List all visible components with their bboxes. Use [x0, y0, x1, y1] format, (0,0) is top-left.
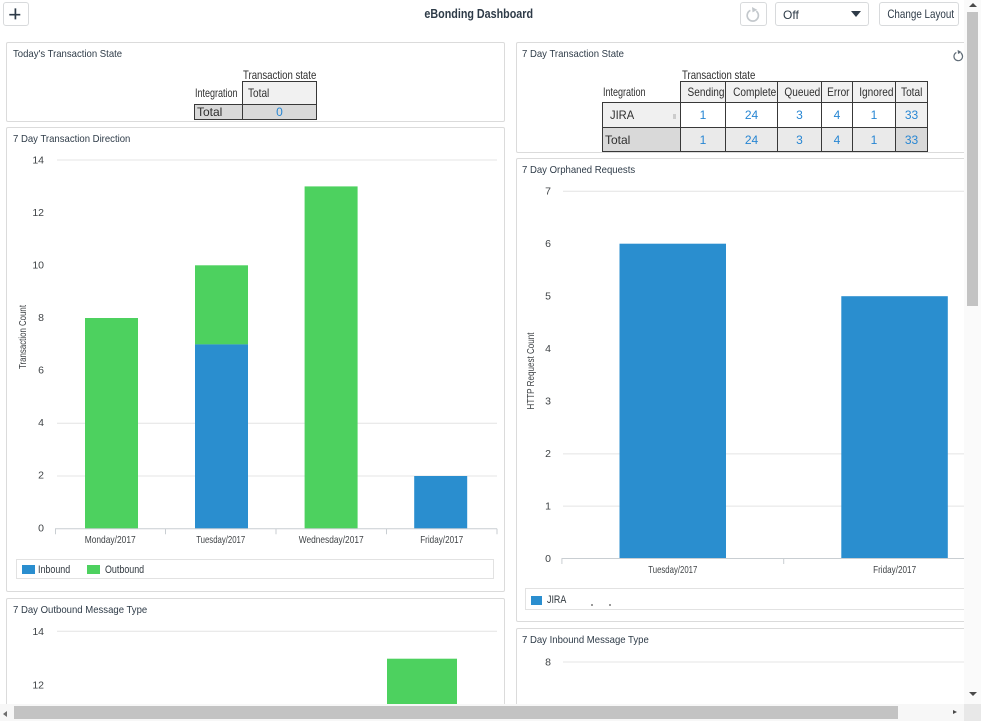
svg-text:8: 8	[545, 657, 551, 669]
svg-text:2: 2	[38, 470, 44, 482]
svg-text:Friday/2017: Friday/2017	[873, 564, 916, 576]
svg-text:10: 10	[32, 260, 44, 272]
svg-text:4: 4	[38, 417, 44, 429]
svg-text:Tuesday/2017: Tuesday/2017	[196, 534, 245, 546]
svg-text:HTTP Request Count: HTTP Request Count	[525, 332, 537, 409]
svg-text:0: 0	[545, 553, 551, 565]
svg-text:Monday/2017: Monday/2017	[85, 534, 136, 546]
svg-text:Wednesday/2017: Wednesday/2017	[299, 534, 364, 546]
svg-text:Transaction Count: Transaction Count	[17, 305, 29, 369]
svg-text:7: 7	[545, 186, 551, 198]
svg-text:12: 12	[32, 207, 44, 219]
svg-text:6: 6	[545, 238, 551, 250]
svg-text:14: 14	[32, 155, 44, 167]
svg-text:0: 0	[38, 523, 44, 535]
svg-text:4: 4	[545, 343, 551, 355]
svg-text:Friday/2017: Friday/2017	[420, 534, 463, 546]
svg-text:14: 14	[32, 626, 44, 638]
svg-text:6: 6	[38, 365, 44, 377]
svg-text:12: 12	[32, 680, 44, 692]
svg-text:2: 2	[545, 448, 551, 460]
svg-text:8: 8	[38, 312, 44, 324]
svg-text:3: 3	[545, 396, 551, 408]
svg-text:1: 1	[545, 501, 551, 513]
svg-text:5: 5	[545, 291, 551, 303]
svg-text:Tuesday/2017: Tuesday/2017	[648, 564, 697, 576]
